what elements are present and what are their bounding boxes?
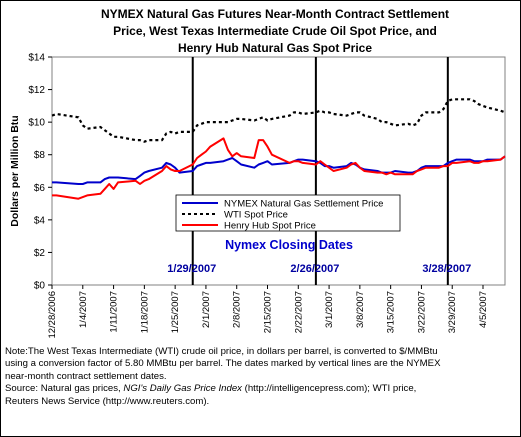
chart-note: Note:The West Texas Intermediate (WTI) c… bbox=[5, 346, 515, 408]
source-index-name: NGI's Daily Gas Price Index bbox=[123, 383, 242, 395]
y-tick-label: $6 bbox=[34, 183, 46, 194]
source-suffix: (http://intelligencepress.com); WTI pric… bbox=[241, 383, 417, 395]
settlement-date-label: 3/28/2007 bbox=[422, 263, 471, 275]
annotation-title: Nymex Closing Dates bbox=[225, 238, 353, 252]
x-tick-label: 3/8/2007 bbox=[355, 291, 366, 328]
note-line-1: Note:The West Texas Intermediate (WTI) c… bbox=[5, 346, 438, 357]
x-tick-label: 1/25/2007 bbox=[170, 291, 181, 333]
y-tick-label: $14 bbox=[28, 53, 45, 64]
chart-title-line-2: Price, West Texas Intermediate Crude Oil… bbox=[113, 24, 437, 38]
series-line-1 bbox=[52, 155, 506, 185]
x-tick-label: 2/15/2007 bbox=[263, 291, 274, 333]
y-axis-label: Dollars per Million Btu bbox=[9, 115, 21, 226]
x-tick-label: 4/5/2007 bbox=[478, 291, 489, 328]
x-tick-label: 12/28/2006 bbox=[47, 291, 58, 339]
settlement-date-label: 2/26/2007 bbox=[290, 263, 339, 275]
y-tick-label: $0 bbox=[34, 281, 46, 292]
y-tick-label: $12 bbox=[28, 85, 45, 96]
note-line-3: near-month contract settlement dates. bbox=[5, 370, 167, 382]
chart-title: NYMEX Natural Gas Futures Near-Month Con… bbox=[40, 6, 510, 57]
source-prefix: Source: Natural gas prices, bbox=[5, 383, 124, 395]
chart-title-line-1: NYMEX Natural Gas Futures Near-Month Con… bbox=[100, 7, 450, 21]
legend-label-2: WTI Spot Price bbox=[224, 210, 288, 221]
x-tick-label: 3/1/2007 bbox=[324, 291, 335, 328]
note-line-5: Reuters News Service (http://www.reuters… bbox=[5, 395, 210, 407]
series-line-2 bbox=[51, 98, 506, 143]
legend-label-3: Henry Hub Spot Price bbox=[224, 221, 316, 232]
x-tick-label: 1/18/2007 bbox=[139, 291, 150, 333]
note-line-4: Source: Natural gas prices, NGI's Daily … bbox=[5, 383, 515, 395]
legend-label-1: NYMEX Natural Gas Settlement Price bbox=[224, 199, 383, 210]
plot-area bbox=[51, 56, 506, 286]
settlement-date-label: 1/29/2007 bbox=[167, 263, 216, 275]
y-tick-label: $2 bbox=[34, 248, 46, 259]
chart-title-line-3: Henry Hub Natural Gas Spot Price bbox=[177, 41, 373, 55]
x-tick-label: 1/11/2007 bbox=[109, 291, 120, 333]
x-tick-label: 3/22/2007 bbox=[416, 291, 427, 333]
x-tick-label: 2/22/2007 bbox=[293, 291, 304, 333]
series-line-3 bbox=[52, 137, 506, 200]
x-tick-label: 2/8/2007 bbox=[232, 291, 243, 328]
y-tick-label: $8 bbox=[34, 150, 46, 161]
x-tick-label: 2/1/2007 bbox=[201, 291, 212, 328]
x-tick-label: 1/4/2007 bbox=[78, 291, 89, 328]
note-line-2: using a conversion factor of 5.80 MMBtu … bbox=[5, 358, 441, 370]
y-tick-label: $4 bbox=[34, 215, 46, 226]
x-tick-label: 3/15/2007 bbox=[386, 291, 397, 333]
y-tick-label: $10 bbox=[28, 118, 45, 129]
x-tick-label: 3/29/2007 bbox=[447, 291, 458, 333]
